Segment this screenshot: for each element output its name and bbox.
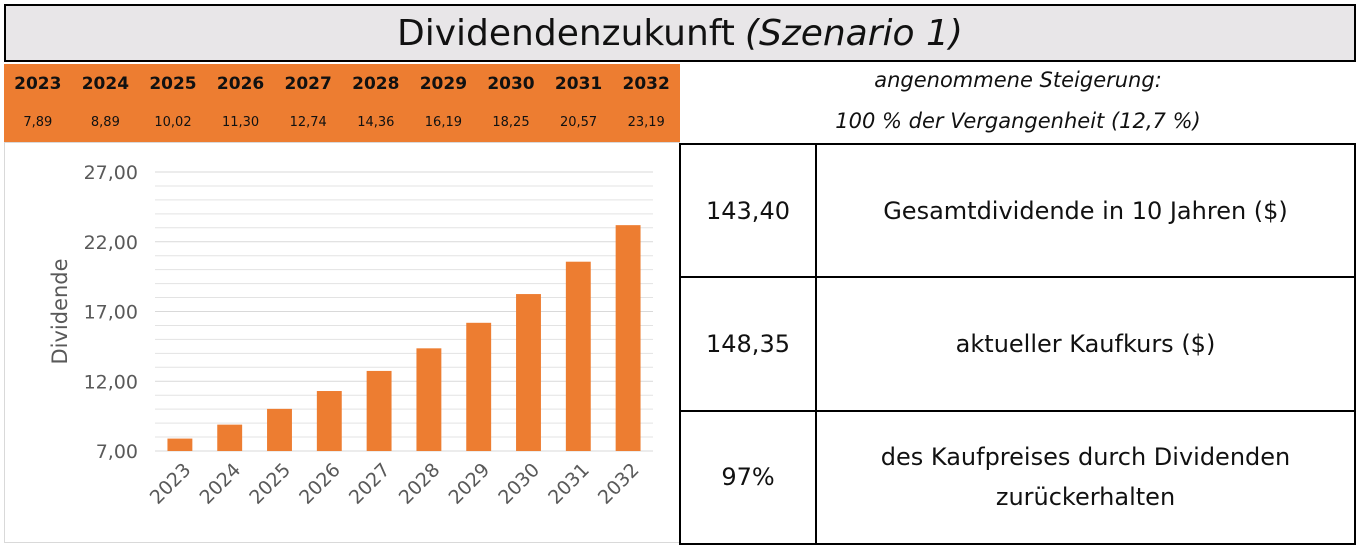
title-scenario: (Szenario 1) — [744, 12, 963, 54]
bar — [267, 408, 292, 451]
year-value: 16,19 — [424, 115, 462, 130]
table-row: 148,35 aktueller Kaufkurs ($) — [679, 276, 1356, 412]
title-text: Dividendenzukunft — [397, 12, 735, 54]
year-value: 10,02 — [154, 115, 192, 130]
summary-label: aktueller Kaufkurs ($) — [815, 276, 1356, 412]
year-column: 2023 7,89 — [4, 64, 72, 142]
y-axis-label: Dividende — [48, 258, 72, 364]
y-tick-label: 27,00 — [84, 162, 138, 184]
x-tick-label: 2029 — [444, 459, 494, 509]
year-label: 2027 — [284, 74, 332, 94]
year-value: 14,36 — [357, 115, 395, 130]
year-label: 2023 — [14, 74, 62, 94]
x-tick-label: 2028 — [395, 459, 445, 509]
summary-label: des Kaufpreises durch Dividenden zurücke… — [815, 409, 1356, 546]
x-tick-label: 2031 — [544, 459, 594, 509]
summary-table: 143,40 Gesamtdividende in 10 Jahren ($) … — [679, 142, 1356, 546]
year-label: 2031 — [554, 74, 603, 94]
year-column: 2031 20,57 — [545, 64, 613, 142]
x-tick-label: 2025 — [245, 459, 295, 509]
year-value: 11,30 — [221, 115, 260, 130]
year-value: 7,89 — [23, 115, 53, 130]
x-tick-label: 2030 — [494, 459, 544, 509]
bar — [366, 370, 392, 451]
x-tick-label: 2032 — [594, 459, 644, 509]
summary-label: Gesamtdividende in 10 Jahren ($) — [815, 142, 1356, 279]
x-tick-label: 2027 — [345, 459, 395, 509]
year-label: 2026 — [216, 74, 265, 94]
year-column: 2032 23,19 — [612, 64, 680, 142]
year-value: 12,74 — [289, 115, 327, 130]
y-tick-label: 22,00 — [84, 232, 138, 254]
x-tick-label: 2023 — [146, 459, 196, 509]
summary-value: 143,40 — [679, 142, 817, 279]
year-label: 2029 — [419, 74, 468, 94]
assumption-line-1: angenommene Steigerung: — [874, 68, 1162, 92]
bar — [466, 322, 492, 451]
year-column: 2029 16,19 — [410, 64, 478, 142]
x-tick-label: 2024 — [195, 459, 245, 509]
year-label: 2024 — [81, 74, 130, 94]
year-column: 2025 10,02 — [139, 64, 207, 142]
year-column: 2028 14,36 — [342, 64, 410, 142]
year-value: 18,25 — [492, 115, 530, 130]
dividend-chart: 7,00 12,00 17,00 22,00 27,00 Dividende 2023 202… — [4, 142, 680, 543]
y-tick-label: 17,00 — [84, 302, 138, 324]
year-value: 23,19 — [627, 115, 665, 130]
x-tick-label: 2026 — [295, 459, 345, 509]
year-value: 20,57 — [559, 115, 598, 130]
year-column: 2024 8,89 — [72, 64, 140, 142]
table-row: 97% des Kaufpreises durch Dividenden zur… — [679, 409, 1356, 546]
year-label: 2032 — [622, 74, 670, 94]
bar — [316, 391, 342, 451]
year-column: 2027 12,74 — [274, 64, 342, 142]
bar — [416, 348, 442, 451]
bar — [167, 438, 193, 451]
y-tick-label: 7,00 — [96, 441, 138, 463]
y-tick-label: 12,00 — [84, 371, 138, 393]
year-value-strip: 2023 7,89 2024 8,89 2025 10,02 2026 11,3… — [4, 64, 680, 142]
year-column: 2030 18,25 — [477, 64, 545, 142]
year-value: 8,89 — [90, 115, 120, 130]
year-label: 2030 — [487, 74, 535, 94]
year-column: 2026 11,30 — [207, 64, 275, 142]
bar — [516, 294, 541, 451]
assumption-line-2: 100 % der Vergangenheit (12,7 %) — [835, 109, 1201, 133]
bar — [615, 225, 641, 451]
year-label: 2025 — [149, 74, 197, 94]
growth-assumption: angenommene Steigerung: 100 % der Vergan… — [680, 64, 1356, 142]
summary-value: 148,35 — [679, 276, 817, 412]
bar — [217, 424, 243, 451]
year-label: 2028 — [352, 74, 400, 94]
page-title: Dividendenzukunft (Szenario 1) — [4, 4, 1356, 62]
summary-value: 97% — [679, 409, 817, 546]
table-row: 143,40 Gesamtdividende in 10 Jahren ($) — [679, 142, 1356, 279]
bar — [565, 261, 591, 451]
